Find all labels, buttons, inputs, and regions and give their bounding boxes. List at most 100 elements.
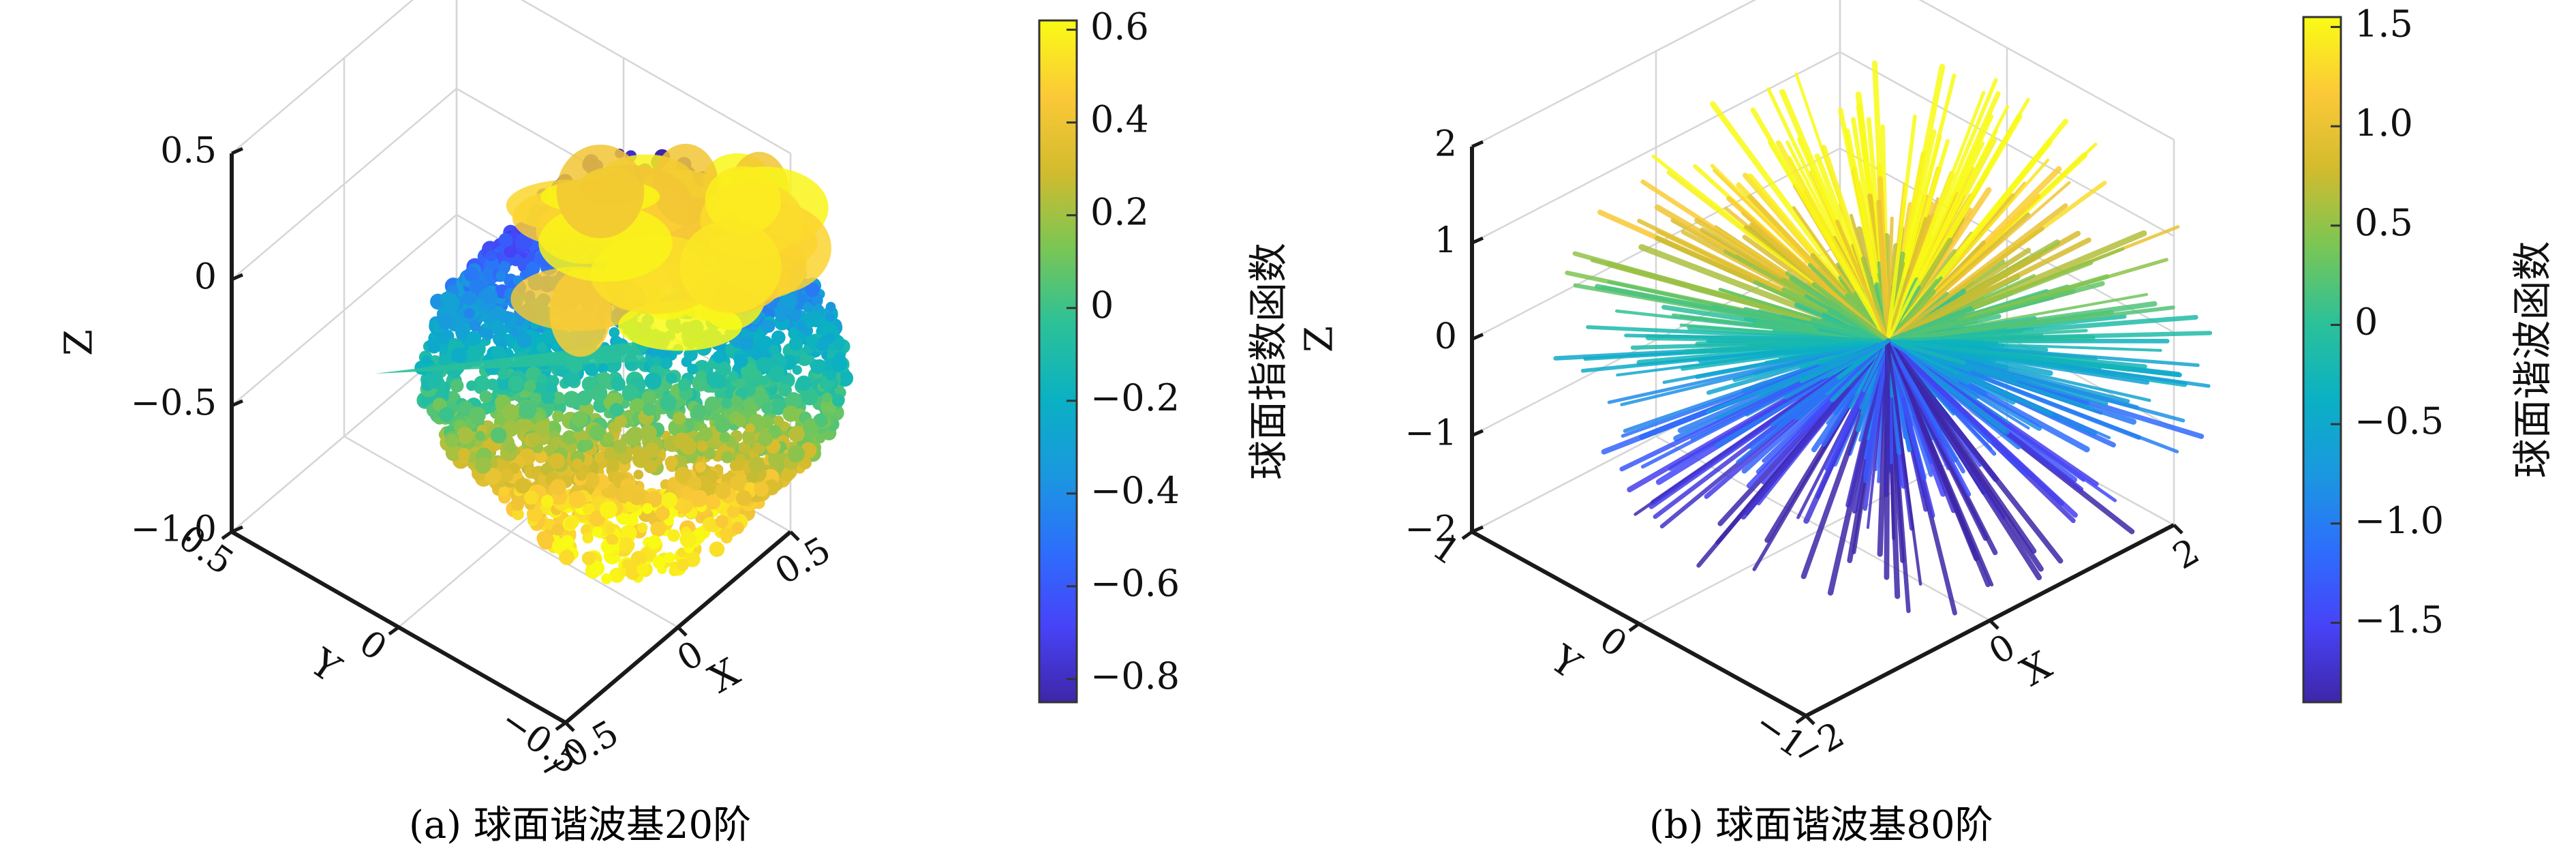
- panel-a-z-tick-label: −0.5: [131, 383, 217, 424]
- panel-a-surface-patch: [733, 353, 748, 368]
- panel-a-surface-patch: [480, 287, 497, 305]
- panel-b-x-label: X: [2013, 643, 2059, 695]
- panel-a-surface-patch: [582, 532, 594, 544]
- panel-a-surface-patch: [641, 390, 657, 406]
- panel-a-surface-patch: [523, 380, 536, 393]
- panel-a-surface-patch: [758, 431, 773, 447]
- panel-a-surface-patch: [756, 357, 771, 372]
- panel-a-surface-patch: [661, 492, 677, 509]
- panel-a-surface-patch: [639, 424, 657, 442]
- panel-a-surface-patch: [815, 414, 829, 427]
- panel-a-surface-patch: [473, 375, 491, 392]
- panel-a-surface-patch: [729, 475, 747, 493]
- panel-a-surface-patch: [485, 468, 502, 485]
- panel-b-spike: [1886, 339, 1976, 554]
- panel-a-surface-patch: [534, 450, 547, 464]
- panel-a-surface-patch: [647, 535, 662, 550]
- panel-a-surface-patch: [491, 346, 506, 361]
- panel-a-surface-patch: [504, 319, 516, 331]
- panel-a-surface-patch: [728, 371, 739, 382]
- panel-b-spike: [1885, 338, 1965, 474]
- panel-a-colorbar-tick-label: −0.8: [1090, 655, 1180, 697]
- panel-a-surface-patch: [650, 521, 666, 537]
- panel-a-surface-patch: [470, 278, 485, 294]
- panel-a-surface-patch: [606, 458, 620, 472]
- panel-a-surface-patch: [456, 427, 474, 445]
- panel-a-surface-patch: [735, 490, 752, 507]
- panel-a-surface-patch: [565, 519, 576, 530]
- panel-a-surface-patch: [796, 375, 812, 391]
- panel-a-surface-patch: [759, 376, 769, 386]
- panel-a-surface-patch: [450, 378, 464, 393]
- panel-a-surface-patch: [715, 515, 729, 528]
- panel-a-surface-patch: [825, 301, 836, 312]
- panel-a-surface-patch: [552, 391, 565, 405]
- panel-a-surface-patch: [604, 523, 615, 534]
- panel-a-surface-patch: [742, 432, 756, 445]
- panel-a-lobe: [679, 220, 782, 314]
- panel-a-surface-patch: [497, 260, 511, 274]
- panel-b-z-tick-mark: [1471, 333, 1484, 341]
- panel-a-surface-patch: [534, 412, 545, 423]
- panel-a-surface-patch: [576, 470, 587, 481]
- panel-a-surface-patch: [690, 490, 708, 507]
- panel-a-surface-patch: [756, 335, 773, 352]
- panel-a-surface-patch: [675, 466, 692, 483]
- panel-a-surface-patch: [611, 376, 626, 391]
- panel-a-surface-patch: [550, 436, 562, 448]
- panel-a-surface-patch: [659, 394, 677, 411]
- panel-b-spike: [1886, 91, 1986, 343]
- panel-a-surface-patch: [474, 457, 491, 474]
- panel-b-z-label: Z: [1298, 326, 1342, 352]
- panel-a-surface-patch: [515, 478, 530, 494]
- panel-a-surface-patch: [721, 397, 732, 409]
- panel-a-surface-patch: [698, 427, 713, 442]
- panel-a-surface-patch: [619, 524, 637, 542]
- panel-a-lobe: [549, 269, 611, 357]
- panel-a-surface-patch: [583, 472, 600, 489]
- panel-a-surface-patch: [642, 502, 653, 514]
- panel-a-surface-patch: [536, 342, 547, 352]
- panel-a-surface-patch: [772, 415, 784, 427]
- panel-b-z-tick-label: 0: [1435, 316, 1457, 357]
- panel-a-surface-patch: [769, 344, 780, 356]
- panel-a-surface-patch: [465, 331, 482, 346]
- panel-b-y-label: Y: [1542, 637, 1589, 689]
- panel-a-surface-patch: [787, 445, 805, 463]
- panel-a-surface-patch: [666, 372, 677, 384]
- panel-a-surface-patch: [561, 535, 574, 548]
- panel-a-surface-patch: [562, 430, 577, 445]
- panel-a-z-tick-label: 0.5: [160, 131, 217, 172]
- panel-b-colorbar-tick-label: 1.0: [2355, 102, 2413, 145]
- panel-a-surface-patch: [643, 402, 656, 417]
- panel-a-surface-patch: [592, 526, 603, 538]
- panel-a-surface-patch: [598, 363, 609, 374]
- panel-a-caption: (a) 球面谐波基20阶: [409, 803, 752, 847]
- panel-b-spike: [1835, 220, 1890, 343]
- panel-b-spike: [1886, 297, 2055, 343]
- panel-b-spike: [1886, 181, 2071, 343]
- panel-a-surface-patch: [482, 329, 494, 340]
- panel-a-surface-patch: [715, 483, 731, 500]
- panel-a-surface-patch: [822, 392, 832, 403]
- panel-a-surface-patch: [439, 407, 455, 423]
- panel-a-surface-patch: [742, 399, 755, 411]
- panel-a-surface-patch: [487, 378, 499, 391]
- panel-a-surface-patch: [771, 330, 786, 345]
- panel-a-surface-patch: [619, 537, 635, 553]
- panel-b-spike: [1885, 338, 2078, 518]
- panel-a-surface-patch: [504, 333, 514, 344]
- panel-a-surface-patch: [581, 551, 596, 565]
- panel-a-surface-patch: [534, 420, 550, 436]
- panel-a-y-tick-mark: [221, 530, 233, 541]
- panel-a-surface-patch: [726, 505, 740, 518]
- panel-a-surface-patch: [673, 432, 690, 450]
- panel-a-surface-patch: [703, 447, 716, 460]
- panel-a-surface-patch: [444, 433, 459, 448]
- panel-b-z-tick-mark: [1471, 525, 1484, 534]
- panel-b-spike: [1886, 114, 1917, 343]
- panel-a-gridline: [231, 0, 414, 154]
- panel-a-surface-patch: [712, 350, 725, 363]
- panel-a-surface-patch: [746, 472, 758, 483]
- panel-a-surface-patch: [825, 369, 837, 381]
